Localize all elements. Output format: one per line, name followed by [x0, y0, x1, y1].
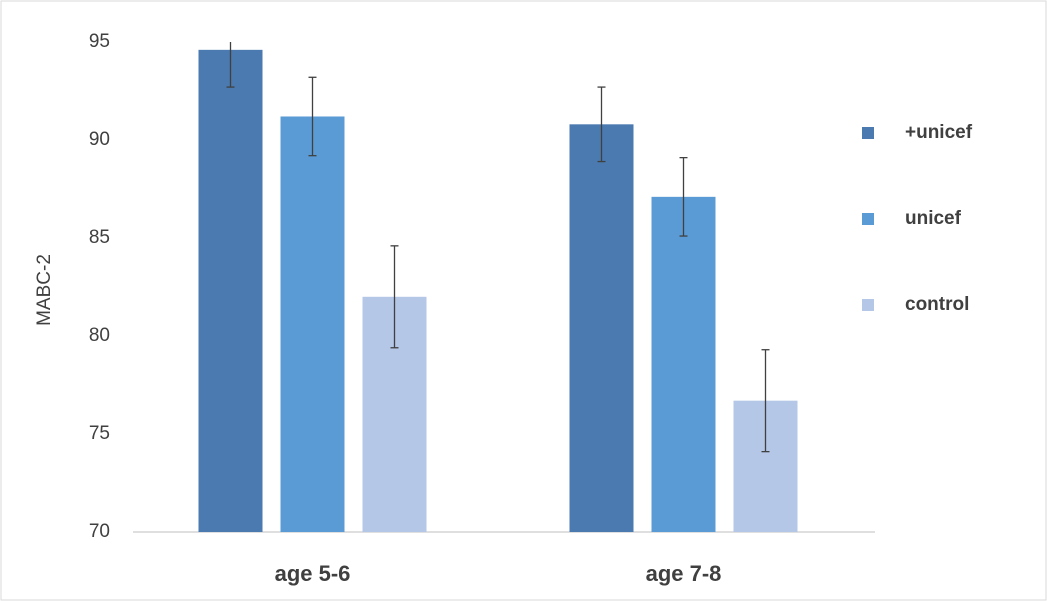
page: {"chart_data": {"type": "bar", "y_label"…	[0, 0, 1047, 601]
y-axis-label: MABC-2	[34, 254, 55, 326]
x-tick-label: age 7-8	[646, 561, 722, 586]
bar	[281, 116, 345, 532]
y-tick-label: 80	[89, 325, 110, 346]
legend-swatch	[862, 127, 874, 139]
legend-label: control	[905, 294, 969, 315]
bar	[652, 197, 716, 532]
chart: MABC-2 70 75 80 85 90 95 age 5-6 age 7-8 +unicef…	[0, 0, 1047, 601]
y-tick-label: 70	[89, 521, 110, 542]
x-tick-label: age 5-6	[275, 561, 351, 586]
y-tick-label: 90	[89, 129, 110, 150]
y-tick-label: 85	[89, 227, 110, 248]
legend-swatch	[862, 213, 874, 225]
legend-label: unicef	[905, 208, 962, 229]
y-tick-label: 75	[89, 423, 110, 444]
bar	[570, 124, 634, 532]
legend-swatch	[862, 299, 874, 311]
chart-border	[1, 1, 1046, 600]
legend-label: +unicef	[905, 122, 973, 143]
y-tick-label: 95	[89, 31, 110, 52]
bar	[199, 50, 263, 532]
